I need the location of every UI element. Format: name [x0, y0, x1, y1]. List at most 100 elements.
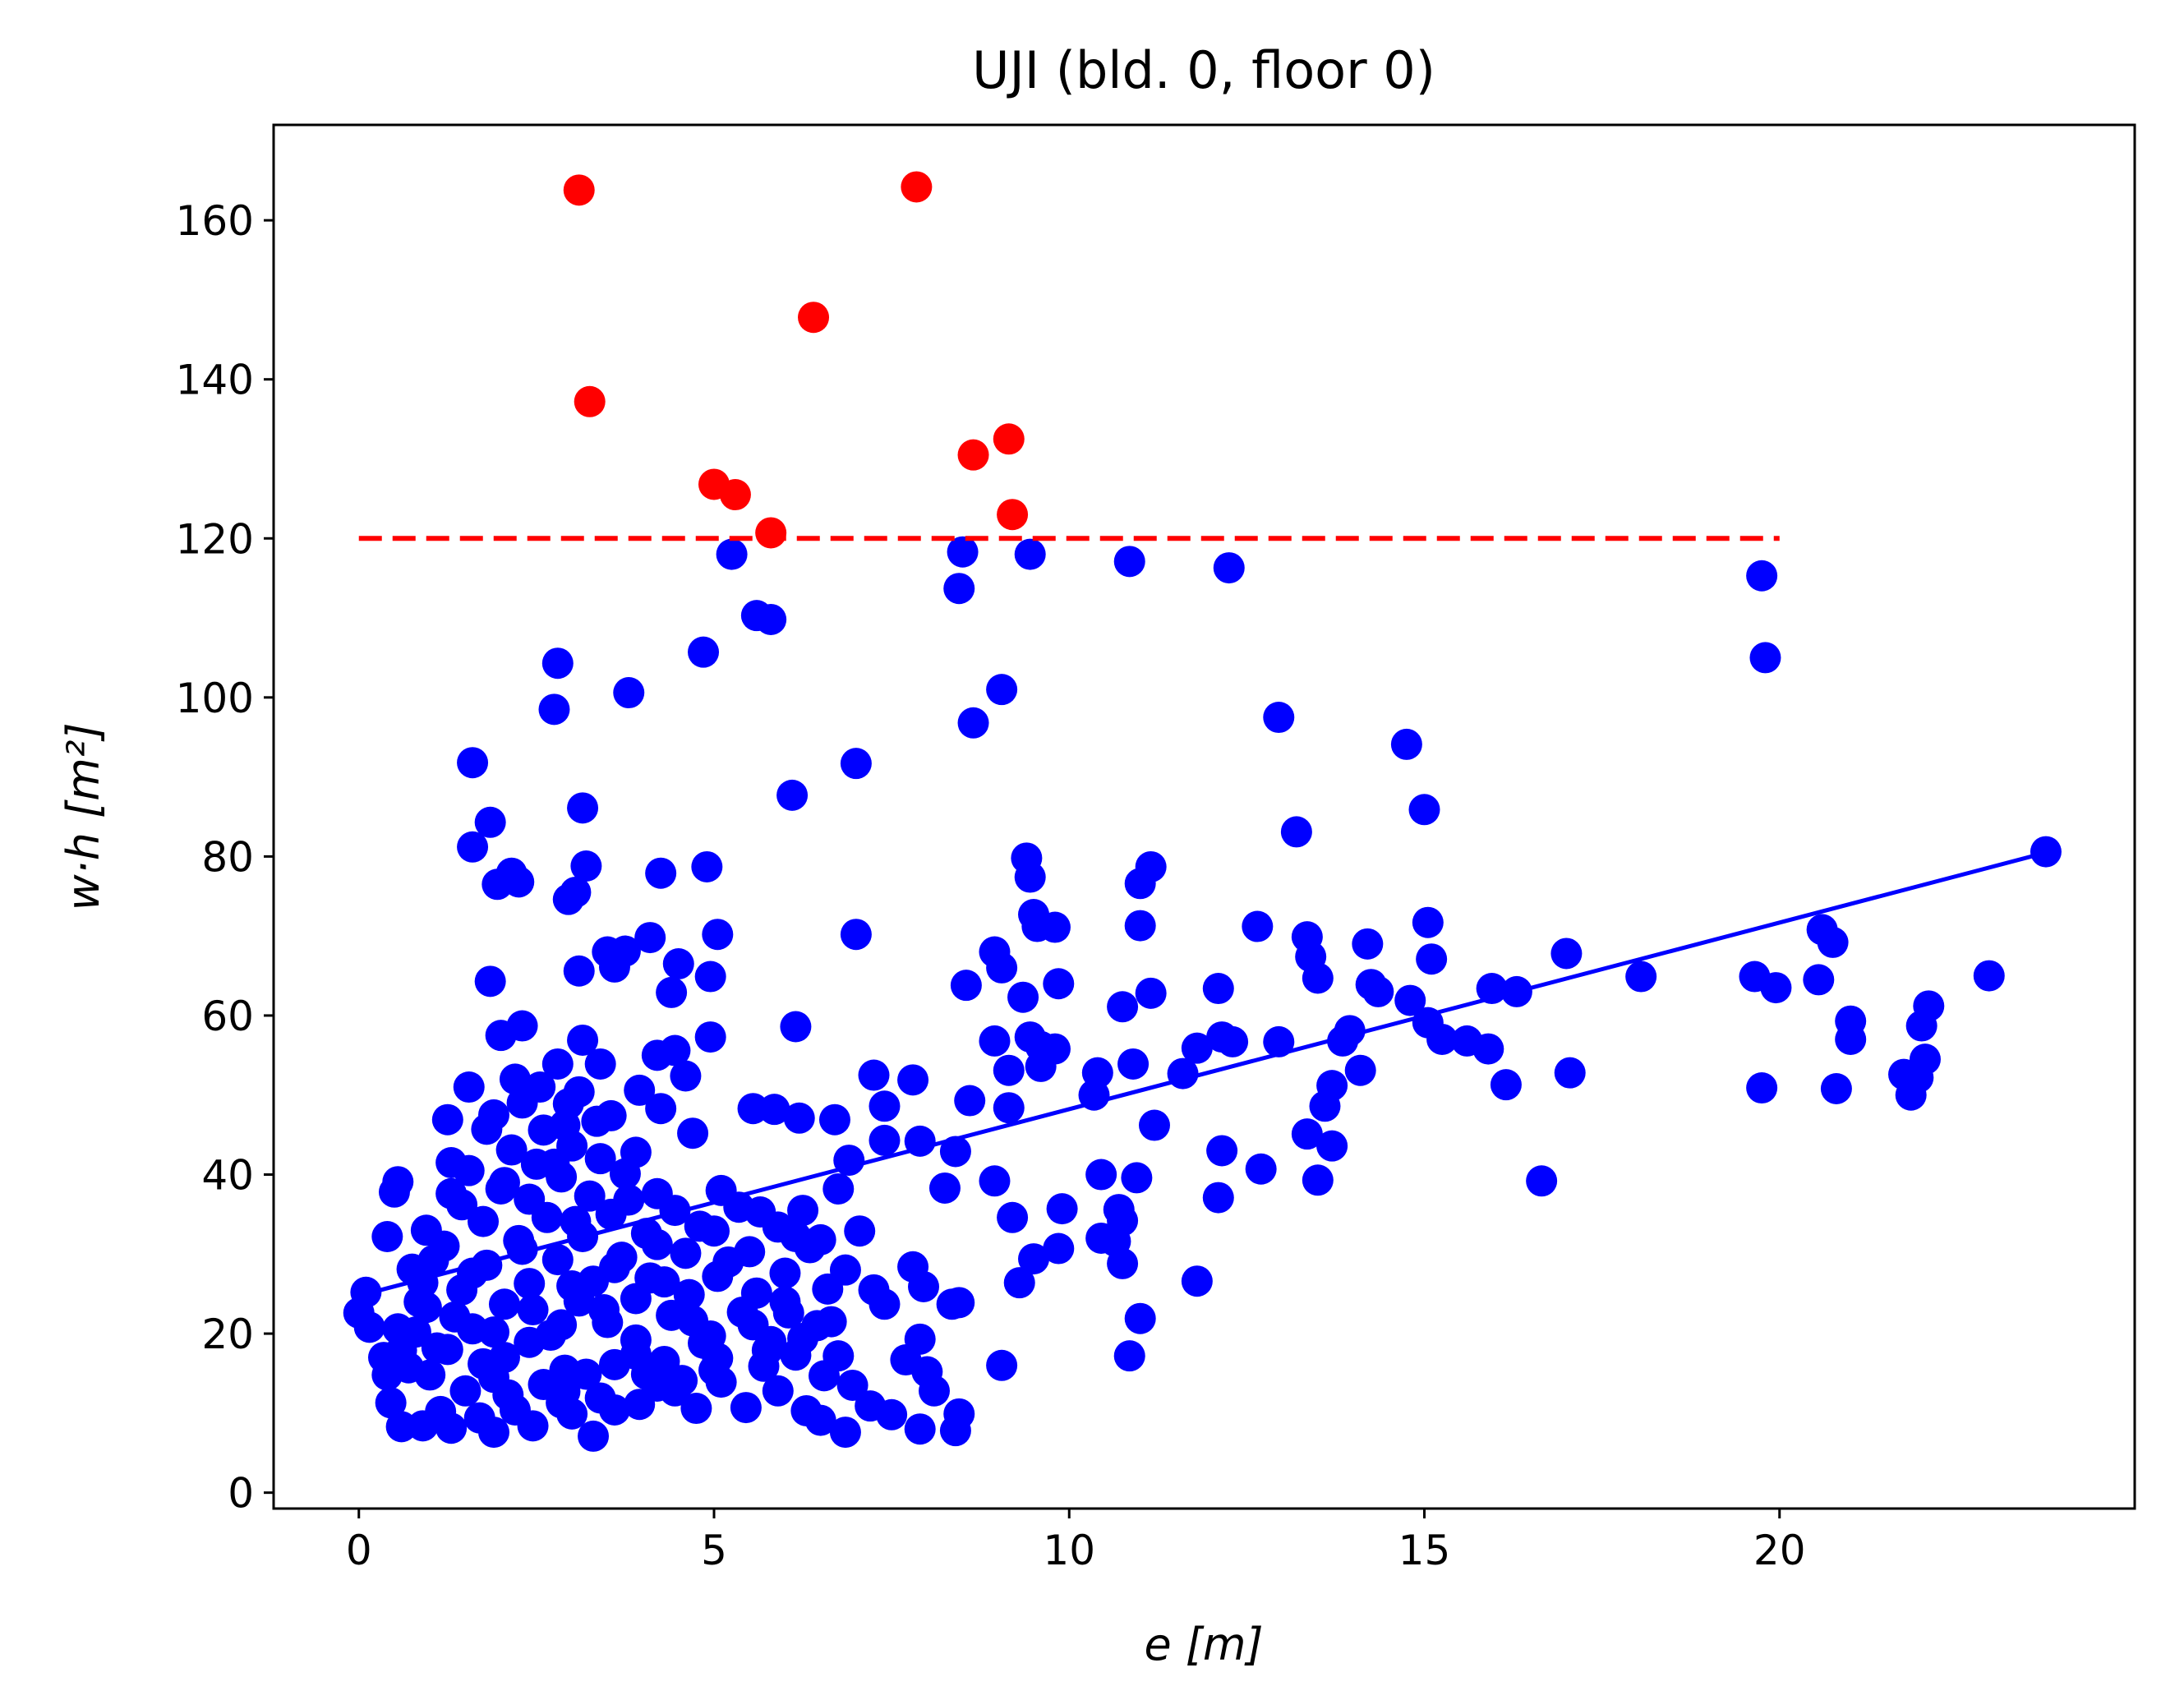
data-point [1526, 1165, 1558, 1197]
data-point [1113, 1340, 1145, 1372]
y-tick-label: 80 [201, 833, 254, 881]
data-point [698, 1354, 730, 1386]
data-point [677, 1117, 709, 1149]
data-point [986, 1349, 1018, 1381]
data-point [1412, 906, 1444, 938]
data-point [1043, 1232, 1075, 1265]
data-point [541, 647, 574, 680]
data-point [1007, 981, 1039, 1013]
data-point [776, 779, 809, 811]
data-point [662, 948, 694, 980]
data-point [552, 883, 584, 915]
data-point [755, 603, 787, 635]
data-point [1500, 975, 1532, 1007]
data-point [979, 1025, 1011, 1057]
data-point [904, 1125, 936, 1157]
data-point [375, 1387, 407, 1419]
data-point [1344, 1054, 1376, 1086]
data-point [943, 573, 975, 605]
data-point [620, 1338, 652, 1371]
data-point [1352, 928, 1384, 960]
data-point [918, 1375, 950, 1407]
data-point [869, 1090, 901, 1122]
data-point [1746, 1072, 1778, 1104]
data-point [670, 1237, 702, 1269]
x-axis-label: e [m] [1144, 1619, 1263, 1670]
data-point [598, 1251, 630, 1283]
data-point [1046, 1193, 1078, 1225]
data-point [425, 1395, 457, 1427]
data-point [474, 965, 506, 997]
data-point [957, 439, 989, 471]
data-point [410, 1214, 442, 1246]
data-point [1135, 977, 1167, 1009]
data-point [822, 1172, 855, 1205]
x-tick-label: 15 [1398, 1527, 1451, 1574]
data-point [1472, 1033, 1504, 1065]
data-point [680, 1393, 712, 1425]
data-point [541, 1244, 574, 1276]
data-point [1124, 910, 1156, 942]
data-point [431, 1103, 463, 1136]
data-point [659, 1034, 691, 1067]
data-point [804, 1223, 836, 1255]
data-point [1124, 868, 1156, 900]
data-point [435, 1147, 468, 1178]
data-point [688, 636, 720, 668]
data-point [556, 1270, 588, 1302]
data-point [993, 1092, 1025, 1124]
data-point [769, 1257, 801, 1289]
data-point [1835, 1023, 1867, 1055]
data-point [1760, 972, 1792, 1004]
data-point [1107, 991, 1139, 1023]
data-point [694, 1021, 726, 1053]
data-point [431, 1334, 463, 1366]
data-point [367, 1342, 399, 1374]
data-point [904, 1413, 936, 1445]
data-point [1554, 1057, 1586, 1089]
data-point [485, 1020, 517, 1052]
y-tick-label: 0 [228, 1470, 254, 1518]
data-point [670, 1060, 702, 1092]
data-point [694, 961, 726, 993]
data-point [382, 1166, 414, 1198]
data-point [1242, 910, 1274, 942]
data-point [829, 1417, 861, 1449]
data-point [1202, 973, 1234, 1005]
data-point [840, 919, 872, 951]
data-point [417, 1245, 449, 1277]
data-point [624, 1074, 656, 1106]
x-tick-label: 20 [1753, 1527, 1806, 1574]
x-tick-label: 5 [701, 1527, 727, 1574]
y-tick-label: 160 [176, 197, 254, 245]
data-point [673, 1278, 705, 1311]
data-point [957, 707, 989, 739]
data-point [1202, 1182, 1234, 1214]
data-point [1107, 1247, 1139, 1279]
data-point [1817, 926, 1849, 958]
data-point [567, 792, 599, 824]
data-point [979, 1165, 1011, 1197]
y-tick-label: 20 [201, 1311, 254, 1358]
data-point [943, 1398, 975, 1430]
data-point [613, 1184, 645, 1216]
data-point [468, 1205, 500, 1237]
data-point [744, 1196, 776, 1228]
data-point [869, 1124, 901, 1156]
y-axis: 0 20 40 60 80 100 120 140 160 [176, 197, 274, 1518]
data-point [1973, 960, 2005, 992]
data-point [1408, 794, 1440, 826]
data-point [997, 1201, 1029, 1233]
data-point [481, 868, 514, 901]
data-point [656, 976, 688, 1008]
data-point [836, 1369, 869, 1401]
data-point [598, 1394, 630, 1426]
data-point [1167, 1057, 1199, 1090]
data-point [1263, 702, 1295, 734]
data-point [634, 922, 666, 954]
data-point [908, 1270, 940, 1302]
x-tick-label: 0 [346, 1527, 372, 1574]
data-point [446, 1189, 478, 1221]
data-point [1490, 1069, 1522, 1101]
